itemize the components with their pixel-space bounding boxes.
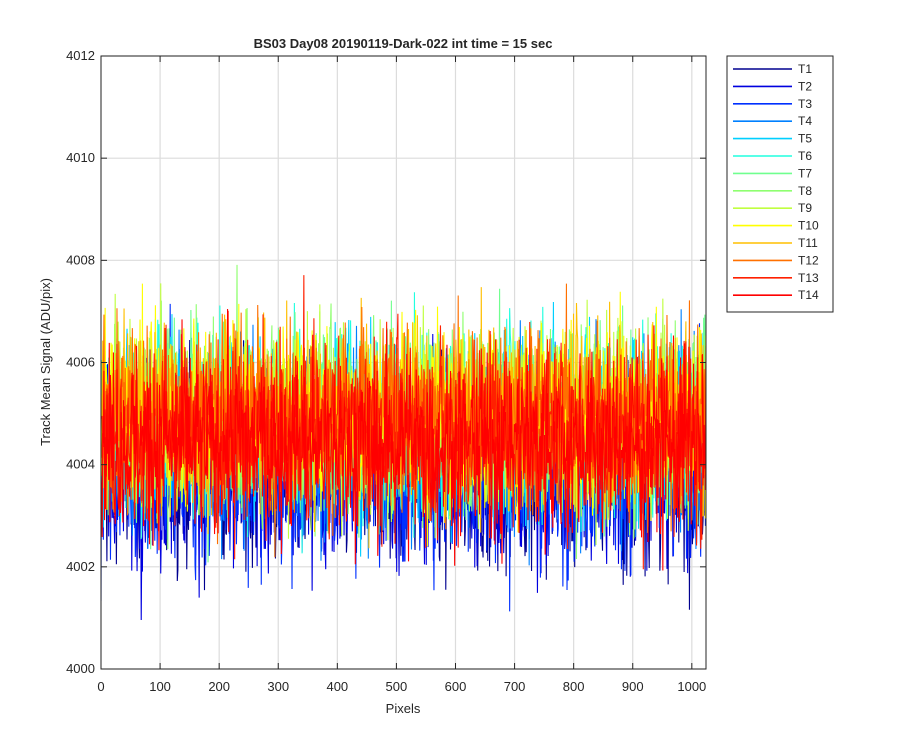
y-tick-label: 4004 (66, 457, 95, 472)
x-tick-label: 300 (267, 679, 289, 694)
legend-label-t8: T8 (798, 184, 812, 198)
y-tick-label: 4000 (66, 661, 95, 676)
x-tick-label: 500 (386, 679, 408, 694)
x-tick-label: 200 (208, 679, 230, 694)
x-tick-label: 0 (97, 679, 104, 694)
chart-title: BS03 Day08 20190119-Dark-022 int time = … (254, 36, 553, 51)
legend-label-t4: T4 (798, 114, 812, 128)
x-tick-label: 1000 (677, 679, 706, 694)
legend-label-t11: T11 (798, 236, 818, 250)
x-axis-label: Pixels (386, 701, 421, 716)
legend-label-t10: T10 (798, 219, 819, 233)
x-tick-label: 100 (149, 679, 171, 694)
x-tick-label: 900 (622, 679, 644, 694)
y-tick-label: 4008 (66, 252, 95, 267)
legend-label-t13: T13 (798, 271, 819, 285)
series-lines (101, 264, 706, 620)
x-tick-label: 800 (563, 679, 585, 694)
x-tick-label: 600 (445, 679, 467, 694)
y-tick-label: 4002 (66, 559, 95, 574)
x-tick-label: 400 (326, 679, 348, 694)
legend-label-t9: T9 (798, 201, 812, 215)
axis-ticks: 0 100 200 300 400 500 600 700 800 900 1000 4000 4002… (66, 48, 706, 694)
legend-label-t6: T6 (798, 149, 812, 163)
legend-label-t14: T14 (798, 288, 819, 302)
y-tick-label: 4006 (66, 355, 95, 370)
legend-label-t1: T1 (798, 62, 812, 76)
y-axis-label: Track Mean Signal (ADU/pix) (38, 278, 53, 446)
legend-label-t2: T2 (798, 79, 812, 93)
legend-box (726, 55, 834, 313)
legend-label-t12: T12 (798, 253, 819, 267)
y-tick-label: 4010 (66, 150, 95, 165)
legend-label-t5: T5 (798, 132, 812, 146)
y-tick-label: 4012 (66, 48, 95, 63)
legend-label-t7: T7 (798, 166, 812, 180)
legend: T1 T2 T3 T4 T5 T6 T7 T8 T9 T10 T11 T12 T13 T14 (726, 55, 834, 313)
x-tick-label: 700 (504, 679, 526, 694)
series-line-t14 (101, 308, 706, 571)
legend-label-t3: T3 (798, 97, 812, 111)
